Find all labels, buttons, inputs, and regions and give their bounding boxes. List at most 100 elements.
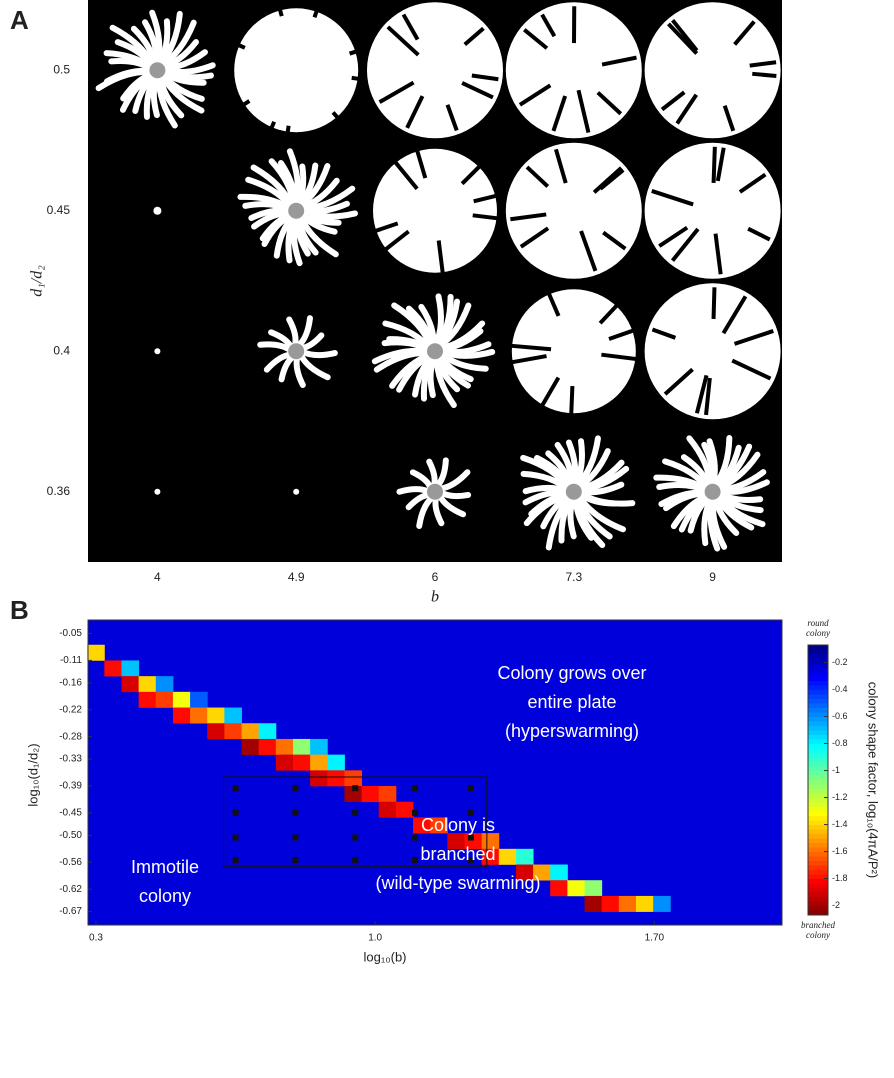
- y-tick-label: 0.45: [47, 203, 71, 217]
- colorbar-step: [808, 852, 828, 857]
- colony-core: [427, 484, 443, 500]
- y-tick-label: 0.36: [47, 484, 71, 498]
- colony-dot: [153, 207, 161, 215]
- heatmap-cell: [224, 708, 242, 724]
- annotation: branched: [420, 844, 495, 864]
- heatmap-cell: [207, 723, 225, 739]
- sample-marker: [352, 810, 358, 816]
- y-tick-label: -0.50: [59, 830, 82, 841]
- heatmap-cell: [276, 755, 294, 771]
- heatmap-cell: [585, 880, 603, 896]
- heatmap-cell: [293, 755, 311, 771]
- colorbar-step: [808, 798, 828, 803]
- colorbar-step: [808, 857, 828, 862]
- colorbar-tick-label: -1: [832, 765, 840, 775]
- heatmap-cell: [653, 896, 671, 912]
- colorbar-step: [808, 699, 828, 704]
- y-axis-label: d₁/d₂: [29, 265, 46, 297]
- colorbar-step: [808, 735, 828, 740]
- colorbar-step: [808, 749, 828, 754]
- heatmap-cell: [207, 708, 225, 724]
- heatmap-cell: [310, 739, 328, 755]
- panel-label: A: [10, 5, 29, 35]
- colony-slit: [571, 386, 572, 415]
- colorbar-step: [808, 834, 828, 839]
- colorbar-step: [808, 861, 828, 866]
- colorbar-top-label: colony: [806, 628, 830, 638]
- sample-marker: [352, 785, 358, 791]
- heatmap-cell: [173, 692, 191, 708]
- sample-marker: [233, 810, 239, 816]
- colorbar-step: [808, 780, 828, 785]
- colorbar-step: [808, 645, 828, 650]
- x-axis-label: b: [431, 589, 439, 606]
- sample-marker: [468, 835, 474, 841]
- colorbar-step: [808, 758, 828, 763]
- heatmap-cell: [156, 676, 174, 692]
- y-tick-label: -0.56: [59, 857, 82, 868]
- x-tick-label: 0.3: [89, 933, 103, 944]
- colorbar-step: [808, 816, 828, 821]
- colorbar-step: [808, 668, 828, 673]
- colorbar-step: [808, 744, 828, 749]
- colony-core: [566, 484, 582, 500]
- x-tick-label: 1.0: [368, 933, 382, 944]
- heatmap-cell: [379, 802, 397, 818]
- colony-disk: [506, 143, 642, 279]
- colony-slit: [350, 51, 358, 53]
- heatmap-cell: [310, 770, 328, 786]
- colony-disk: [645, 2, 781, 138]
- heatmap-cell: [242, 723, 260, 739]
- y-tick-label: 0.4: [53, 343, 70, 357]
- y-tick-label: -0.33: [59, 754, 82, 765]
- sample-marker: [292, 810, 298, 816]
- colorbar-step: [808, 677, 828, 682]
- heatmap-cell: [259, 723, 277, 739]
- colorbar-step: [808, 812, 828, 817]
- heatmap-cell: [293, 739, 311, 755]
- figure: A44.967.390.50.450.40.36bd₁/d₂B0.31.01.7…: [0, 0, 894, 1078]
- colorbar-step: [808, 879, 828, 884]
- colony-core: [288, 203, 304, 219]
- y-tick-label: 0.5: [53, 62, 70, 76]
- heatmap-cell: [87, 645, 105, 661]
- colorbar-step: [808, 825, 828, 830]
- sample-marker: [292, 785, 298, 791]
- colorbar-tick-label: -0.4: [832, 684, 848, 694]
- sample-marker: [233, 785, 239, 791]
- colorbar-step: [808, 893, 828, 898]
- heatmap-cell: [499, 849, 517, 865]
- y-tick-label: -0.28: [59, 731, 82, 742]
- colony-slit: [280, 8, 282, 16]
- colorbar-step: [808, 807, 828, 812]
- heatmap-cell: [224, 723, 242, 739]
- colorbar-step: [808, 690, 828, 695]
- heatmap-cell: [276, 739, 294, 755]
- colorbar-tick-label: -2: [832, 900, 840, 910]
- colony-slit: [752, 74, 776, 76]
- heatmap-cell: [344, 770, 362, 786]
- x-tick-label: 4: [154, 570, 161, 584]
- colony-dot: [293, 489, 299, 495]
- heatmap-cell: [190, 708, 208, 724]
- sample-marker: [352, 835, 358, 841]
- colorbar-step: [808, 695, 828, 700]
- sample-marker: [468, 785, 474, 791]
- heatmap-cell: [156, 692, 174, 708]
- y-axis-label: log₁₀(d₁/d₂): [25, 743, 40, 806]
- colorbar-step: [808, 717, 828, 722]
- colony-dot: [154, 489, 160, 495]
- colorbar-step: [808, 722, 828, 727]
- x-tick-label: 9: [709, 570, 716, 584]
- heatmap-cell: [602, 896, 620, 912]
- colorbar-step: [808, 650, 828, 655]
- colorbar-step: [808, 906, 828, 911]
- colorbar-step: [808, 731, 828, 736]
- colorbar-step: [808, 726, 828, 731]
- x-axis-label: log₁₀(b): [363, 949, 406, 964]
- y-tick-label: -0.05: [59, 628, 82, 639]
- heatmap-cell: [242, 739, 260, 755]
- colorbar-step: [808, 771, 828, 776]
- heatmap-cell: [550, 880, 568, 896]
- colorbar-top-label: round: [807, 618, 829, 628]
